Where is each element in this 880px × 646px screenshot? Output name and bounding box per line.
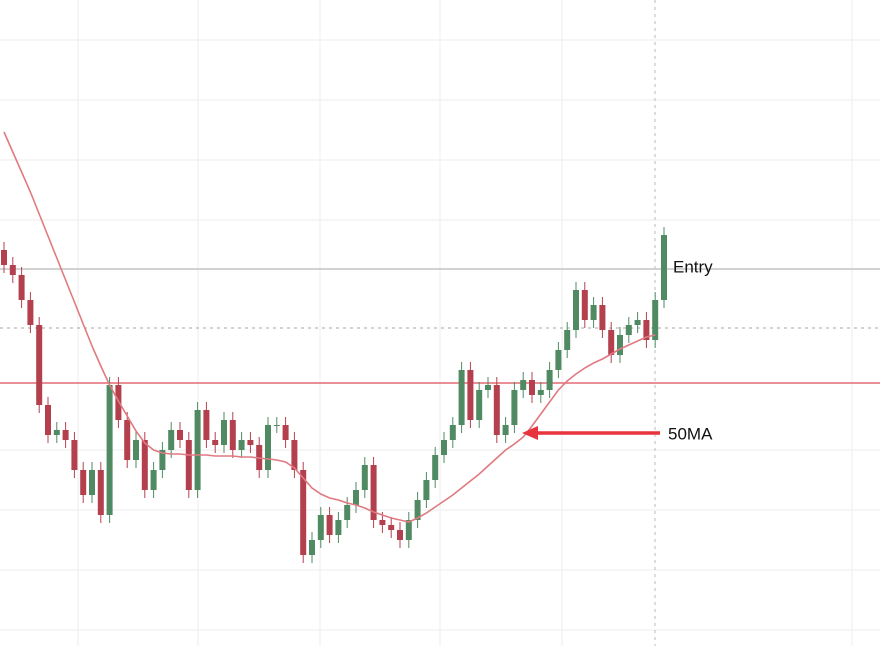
candle-body <box>564 330 571 350</box>
candle-body <box>555 350 562 370</box>
candle-body <box>405 520 412 540</box>
candle-body <box>608 330 615 355</box>
candle-body <box>124 420 131 460</box>
candle-body <box>625 325 632 335</box>
candle-body <box>546 370 553 390</box>
candle-body <box>361 465 368 490</box>
candle-body <box>388 525 395 530</box>
candle-body <box>273 425 280 426</box>
candle-body <box>1 250 7 265</box>
candle-body <box>344 505 351 520</box>
ma-line <box>3 131 656 523</box>
candle-body <box>18 275 25 300</box>
candle-body <box>458 370 465 425</box>
candle-body <box>581 290 588 320</box>
candle-body <box>485 385 491 390</box>
candle-body <box>150 470 157 490</box>
candle-body <box>590 305 597 320</box>
candle-body <box>229 420 236 450</box>
candle-body <box>379 520 386 525</box>
candle-body <box>432 455 439 480</box>
candle-body <box>652 300 659 340</box>
candle-body <box>62 430 69 440</box>
candle-body <box>27 300 34 325</box>
candle-body <box>573 290 579 330</box>
candle-body <box>661 235 667 300</box>
candle-body <box>537 390 544 395</box>
candle-body <box>617 335 623 355</box>
candle-body <box>370 465 377 520</box>
candle-body <box>643 320 650 340</box>
candle-body <box>353 490 359 505</box>
candle-body <box>203 410 210 440</box>
candle-body <box>291 440 298 470</box>
candle-body <box>502 425 509 435</box>
candle-body <box>414 500 421 520</box>
candle-body <box>106 385 113 515</box>
candle-body <box>159 450 166 470</box>
candle-body <box>634 320 641 325</box>
candle-body <box>168 430 175 450</box>
candle-body <box>493 385 500 435</box>
levels <box>0 268 880 384</box>
candle-body <box>423 480 430 500</box>
candle-body <box>265 425 271 470</box>
candle-body <box>194 410 201 490</box>
ma-label: 50MA <box>668 424 713 443</box>
candle-body <box>326 515 333 535</box>
candle-body <box>97 470 104 515</box>
candle-body <box>212 440 219 445</box>
candle-body <box>335 520 342 535</box>
candle-body <box>300 470 307 555</box>
candle-body <box>71 440 78 470</box>
candle-body <box>9 265 16 275</box>
candle-body <box>185 440 192 490</box>
candle-body <box>177 430 183 440</box>
candle-body <box>599 305 606 330</box>
candle-body <box>247 440 254 445</box>
candle-body <box>53 430 60 435</box>
candle-body <box>89 470 95 495</box>
candle-body <box>80 470 87 495</box>
candle-body <box>309 540 315 555</box>
candle-body <box>529 380 535 395</box>
candle-body <box>36 325 43 405</box>
arrow-head <box>522 426 538 440</box>
candle-body <box>221 420 227 445</box>
candle-body <box>467 370 474 420</box>
candle-body <box>441 440 447 455</box>
candles <box>1 227 667 563</box>
candle-body <box>511 390 518 425</box>
candle-body <box>476 390 483 420</box>
candle-body <box>397 530 403 540</box>
candle-body <box>238 440 245 450</box>
candle-body <box>449 425 456 440</box>
entry-label: Entry <box>673 257 713 276</box>
candle-body <box>317 515 324 540</box>
moving-average <box>3 131 656 523</box>
candle-body <box>141 440 148 490</box>
candle-body <box>282 425 289 440</box>
candle-body <box>133 440 139 460</box>
candle-body <box>520 380 527 390</box>
candle-body <box>45 405 51 435</box>
